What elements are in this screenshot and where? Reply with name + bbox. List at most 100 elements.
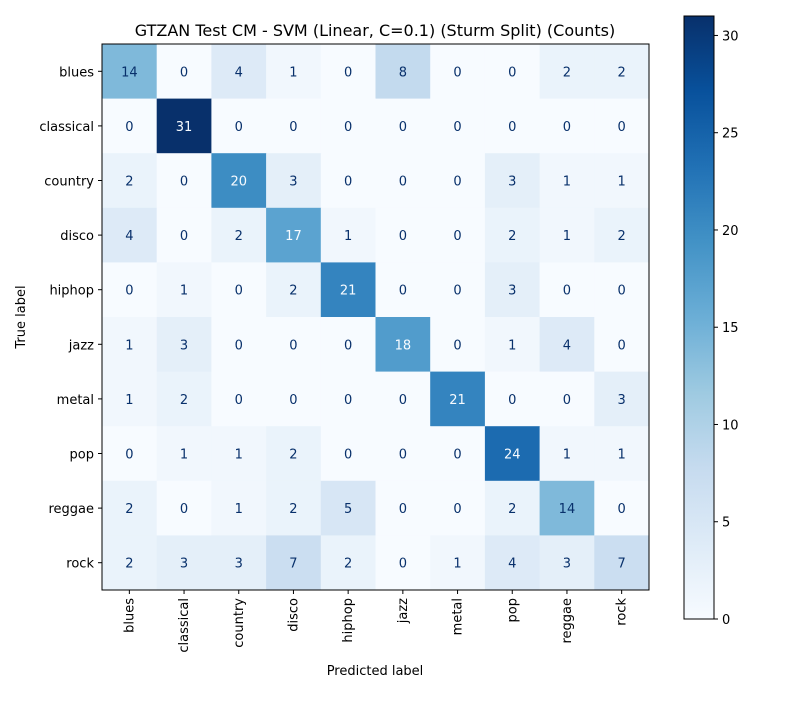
cell-value-label: 1 [618,175,626,190]
cell-value-label: 1 [180,448,188,463]
cell-value-label: 4 [508,557,516,572]
heatmap-cell [102,207,158,263]
heatmap-cell [211,153,267,209]
heatmap-cell [375,480,431,536]
colorbar-tick-label: 20 [722,224,739,239]
cell-value-label: 1 [563,175,571,190]
y-axis-label: True label [14,285,29,349]
cell-value-label: 3 [618,393,626,408]
cell-value-label: 0 [125,120,133,135]
heatmap-cell [539,535,595,591]
heatmap-cell [156,371,212,427]
heatmap-cell [320,207,376,263]
heatmap-cell [211,371,267,427]
heatmap-cell [266,317,322,372]
heatmap-cell [266,262,322,318]
y-tick-label: classical [39,120,94,135]
cell-value-label: 0 [618,284,626,299]
heatmap-cell [211,317,267,372]
heatmap-cell [102,426,158,482]
heatmap-cell [156,207,212,263]
heatmap-cell [266,153,322,209]
cell-value-label: 2 [125,175,133,190]
cell-value-label: 0 [344,120,352,135]
heatmap-cell [594,317,650,372]
cell-value-label: 0 [344,175,352,190]
cell-value-label: 0 [289,120,297,135]
heatmap-cell [156,426,212,482]
cell-value-label: 2 [289,448,297,463]
heatmap-cell [211,98,267,154]
cell-value-label: 20 [230,175,247,190]
heatmap-cell [375,317,431,372]
heatmap-cell [266,98,322,154]
cell-value-label: 3 [563,557,571,572]
cell-value-label: 0 [399,502,407,517]
cell-value-label: 0 [563,393,571,408]
cell-value-label: 0 [125,448,133,463]
cell-value-label: 1 [125,338,133,353]
cell-value-label: 2 [618,65,626,80]
cell-value-label: 3 [180,338,188,353]
heatmap-cell [430,44,486,99]
heatmap-cell [375,262,431,318]
cell-value-label: 3 [180,557,188,572]
heatmap-cell [211,44,267,99]
heatmap-cell [266,371,322,427]
cell-value-label: 0 [453,120,461,135]
heatmap-cell [484,44,540,99]
chart-title: GTZAN Test CM - SVM (Linear, C=0.1) (Stu… [135,21,615,40]
cell-value-label: 1 [508,338,516,353]
cell-value-label: 2 [344,557,352,572]
colorbar-tick-label: 5 [722,516,730,531]
cell-value-label: 0 [289,338,297,353]
cell-value-label: 0 [344,393,352,408]
heatmap-cell [375,371,431,427]
heatmap-cell [430,426,486,482]
cell-value-label: 5 [344,502,352,517]
cell-value-label: 0 [453,175,461,190]
y-tick-label: jazz [68,338,94,353]
cell-value-label: 0 [180,175,188,190]
y-tick-labels: blues classical country disco hiphop jazz meta… [39,65,102,572]
cell-value-label: 0 [344,65,352,80]
y-tick-label: hiphop [49,284,94,299]
cell-value-label: 0 [235,284,243,299]
cell-value-label: 0 [235,393,243,408]
y-tick-label: pop [70,448,94,463]
cell-value-label: 31 [176,120,193,135]
colorbar-tick-label: 0 [722,613,730,628]
cell-value-label: 4 [125,229,133,244]
x-axis-label: Predicted label [327,664,424,679]
x-tick-label: disco [286,598,301,632]
heatmap-cell [594,480,650,536]
y-tick-label: metal [57,393,94,408]
y-tick-label: blues [59,65,94,80]
heatmap-cell [211,480,267,536]
cell-value-label: 0 [563,120,571,135]
heatmap-cell [102,317,158,372]
x-tick-label: blues [122,598,137,633]
x-tick-label: reggae [560,598,575,644]
cell-value-label: 0 [399,284,407,299]
x-tick-label: country [232,598,247,648]
cell-value-label: 3 [235,557,243,572]
heatmap-cell [539,371,595,427]
x-tick-label: jazz [396,598,411,624]
heatmap-cell [320,426,376,482]
heatmap-cell [102,98,158,154]
x-tick-label: rock [615,598,630,626]
heatmap-cell [484,262,540,318]
y-tick-label: rock [66,557,94,572]
cell-value-label: 1 [563,229,571,244]
cell-value-label: 0 [399,448,407,463]
cell-value-label: 0 [399,175,407,190]
cell-value-label: 3 [508,284,516,299]
heatmap-cell [156,317,212,372]
heatmap-cell [484,207,540,263]
cell-value-label: 1 [289,65,297,80]
heatmap-cell [320,371,376,427]
heatmap-cell [320,44,376,99]
